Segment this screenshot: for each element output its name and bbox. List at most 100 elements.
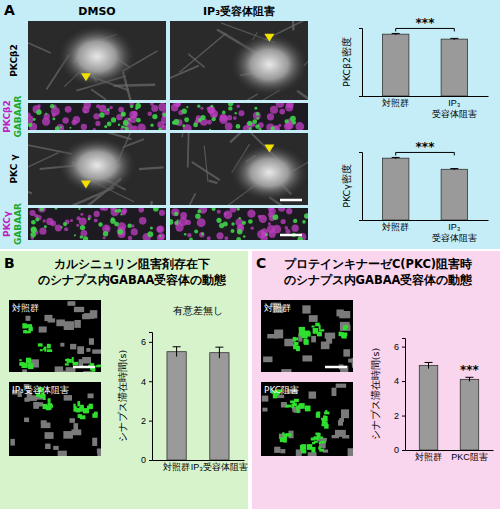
pkc-dot [70, 219, 73, 222]
x-tick-label: IP₃受容体阻害 [191, 462, 248, 472]
pkc-dot [227, 115, 232, 120]
x-tick-label: 対照群 [382, 98, 409, 108]
gaba-dot [114, 209, 117, 212]
synapse [302, 355, 312, 361]
trajectory [65, 363, 69, 365]
soma [56, 135, 139, 195]
y-tick-mark [402, 381, 405, 382]
pkc-dot [29, 210, 35, 216]
trajectory [324, 416, 328, 421]
gaba-dot [107, 122, 112, 127]
title-line: のシナプス内GABAA受容体の動態 [284, 273, 474, 287]
synapse [41, 423, 51, 429]
trajectory [26, 325, 29, 328]
pkc-dot [131, 228, 138, 235]
error-cap [450, 38, 458, 39]
y-tick-label: 4 [141, 377, 146, 387]
pkc-dot [83, 103, 91, 109]
synapse [308, 452, 317, 456]
y-axis-title: シナプス滞在時間(s) [370, 348, 381, 440]
pkc-dot [284, 226, 288, 230]
trajectory [293, 403, 297, 407]
gaba-dot [128, 118, 130, 120]
synapse [24, 398, 29, 402]
gaba-dot [173, 119, 179, 125]
image-label: 対照群 [264, 303, 291, 313]
micrograph [9, 382, 101, 456]
gaba-dot [209, 129, 211, 130]
gaba-dot [30, 232, 35, 237]
gaba-dot [162, 113, 166, 117]
trajectory [325, 410, 327, 414]
pkc-dot [278, 208, 285, 212]
pkc-dot [159, 233, 165, 239]
pkc-dot [38, 208, 46, 213]
dendrite [297, 91, 308, 100]
panel-c-bg [252, 251, 500, 509]
synapse [86, 348, 90, 352]
gaba-dot [130, 105, 133, 108]
image-bg [28, 21, 166, 100]
dendrite [114, 85, 156, 86]
annotation: *** [460, 363, 480, 377]
dendrite [188, 54, 204, 67]
figure: ADMSOIP₃受容体阻害PKCβ2PKCβ2GABAARPKC γPKCγGA… [0, 0, 500, 509]
error-cap [450, 168, 458, 169]
pkc-dot [269, 231, 276, 238]
bar [167, 352, 186, 460]
micrograph [261, 300, 353, 372]
trajectory [312, 442, 315, 444]
synapse [45, 432, 54, 439]
pkc-dot [171, 208, 179, 216]
trajectory [283, 439, 286, 442]
pkc-dot [225, 123, 233, 130]
trajectory [19, 359, 21, 361]
y-axis-line [359, 153, 363, 221]
synapse [274, 330, 283, 339]
y-axis: 0246 [141, 333, 153, 466]
synapse [332, 388, 337, 396]
pkc-dot [137, 123, 145, 130]
gaba-dot [125, 127, 129, 130]
gaba-dot [228, 103, 233, 106]
gaba-dot [236, 124, 241, 129]
chart: プロテインキナーゼC(PKC)阻害時のシナプス内GABAA受容体の動態0246対… [284, 257, 494, 462]
plot-marks [383, 157, 468, 220]
error-bar [425, 362, 433, 368]
synapse [45, 444, 50, 449]
gaba-dot [78, 208, 80, 210]
synapse [336, 384, 346, 388]
bar [441, 39, 467, 96]
gaba-dot [302, 220, 306, 224]
trajectory [299, 328, 304, 332]
y-tick-label: 0 [394, 445, 399, 455]
gaba-dot [99, 112, 104, 117]
pkc-dot [295, 122, 304, 130]
x-tick-label: IP₃受容体阻害 [432, 98, 477, 118]
soma [228, 31, 308, 97]
x-tick-line: 受容体阻害 [432, 109, 477, 119]
y-tick-mark [402, 416, 405, 417]
trajectory [73, 406, 77, 411]
synapse [77, 346, 84, 354]
dendrite [204, 146, 208, 182]
gaba-dot [150, 124, 153, 127]
synapse [335, 430, 346, 437]
scale-bar [325, 366, 347, 369]
pkc-dot [259, 215, 267, 223]
gaba-dot [254, 107, 257, 110]
row-label: GABAAR [13, 95, 23, 137]
pkc-dot [62, 117, 68, 123]
pkc-dot [105, 226, 109, 230]
trajectory [67, 358, 69, 363]
trajectory [320, 441, 326, 443]
synapse [341, 409, 349, 418]
chart-title: プロテインキナーゼC(PKC)阻害時のシナプス内GABAA受容体の動態 [284, 257, 474, 287]
y-axis [359, 153, 363, 221]
pkc-dot [233, 116, 237, 120]
pkc-dot [183, 124, 192, 130]
trajectory [89, 404, 93, 409]
gaba-dot [152, 114, 157, 119]
synapse [339, 418, 344, 422]
pkc-dot [43, 219, 46, 222]
